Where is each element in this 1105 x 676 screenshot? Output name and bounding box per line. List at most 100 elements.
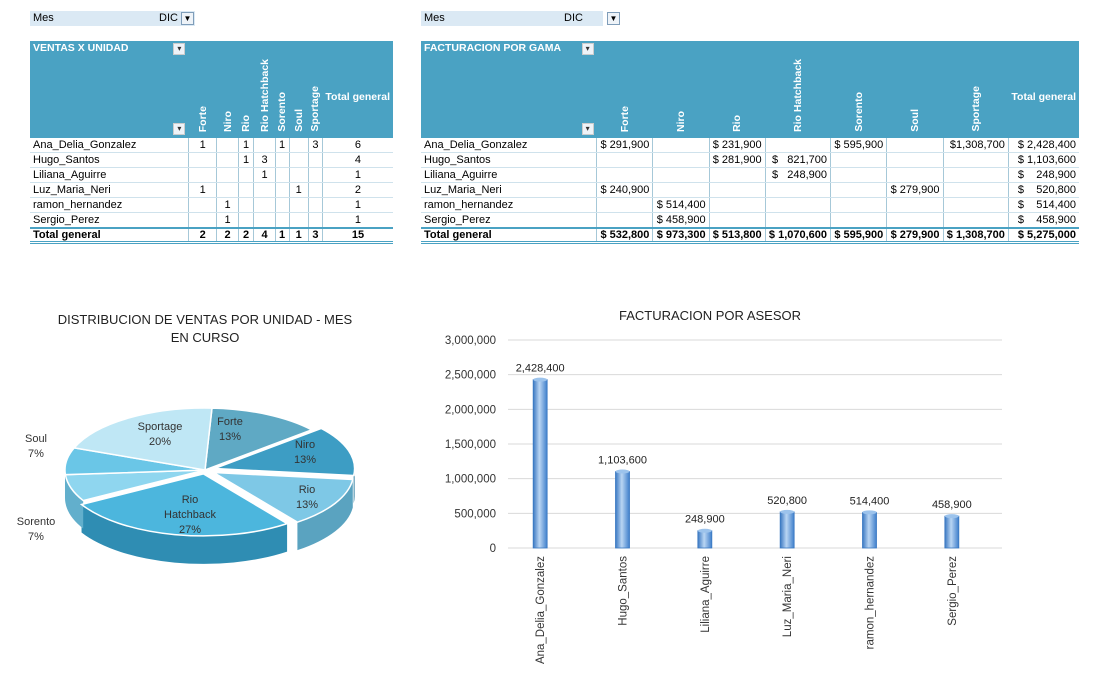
table-row: Liliana_Aguirre $ 248,900 $ 248,900 — [421, 167, 1079, 184]
bar — [615, 471, 630, 549]
sort-button[interactable]: ▾ — [173, 42, 186, 55]
y-tick-label: 2,500,000 — [445, 370, 496, 382]
value-cell — [764, 182, 831, 199]
units-pivot-table: VENTAS X UNIDAD ▾ ▾ Forte Niro Rio Rio Hatc… — [30, 41, 393, 245]
value-cell — [274, 212, 290, 229]
pie-slice-forte — [204, 407, 314, 472]
bar — [944, 515, 960, 549]
pie-slice-label: 7% — [28, 448, 44, 460]
column-header-label: Sportage — [969, 86, 982, 132]
value-cell — [187, 167, 217, 184]
y-tick-label: 3,000,000 — [445, 335, 496, 347]
value-cell: $ 595,900 — [830, 137, 887, 154]
table-row: Luz_Maria_Neri 1 1 2 — [30, 182, 393, 199]
row-total-cell: 4 — [321, 152, 393, 169]
column-header-label: Rio — [240, 115, 253, 132]
column-header: Niro — [216, 56, 239, 138]
value-cell: $ 248,900 — [764, 167, 831, 184]
value-cell — [652, 167, 710, 184]
value-cell — [830, 212, 887, 229]
column-header-label: Forte — [618, 105, 631, 132]
pie-slice-side — [81, 504, 288, 564]
column-header-label: Sorento — [276, 92, 289, 132]
row-label: Ana_Delia_Gonzalez — [30, 137, 189, 154]
value-cell: 1 — [288, 226, 309, 245]
row-label-header: ▾ — [421, 56, 597, 138]
bar-value-label: 520,800 — [767, 495, 807, 507]
value-cell — [307, 197, 323, 214]
header-spacer — [596, 41, 1079, 56]
column-header-label: Soul — [292, 109, 305, 132]
value-cell — [830, 167, 887, 184]
row-total-cell: 1 — [321, 167, 393, 184]
value-cell — [942, 212, 1009, 229]
value-cell — [253, 212, 276, 229]
value-cell: $ 279,900 — [886, 182, 944, 199]
value-cell — [830, 182, 887, 199]
x-tick-label: Ana_Delia_Gonzalez — [535, 556, 547, 664]
value-cell: $ 240,900 — [596, 182, 653, 199]
row-total-cell: 2 — [321, 182, 393, 199]
column-header-label: Sportage — [309, 86, 322, 132]
value-cell — [830, 197, 887, 214]
bar — [862, 511, 877, 549]
bar-chart-title: FACTURACION POR ASESOR — [618, 308, 802, 323]
value-cell — [288, 152, 309, 169]
value-cell — [237, 212, 254, 229]
value-cell — [253, 197, 276, 214]
filter-dropdown-button[interactable]: ▼ — [181, 12, 194, 25]
value-cell — [708, 167, 766, 184]
column-header: Rio Hatchback — [253, 56, 276, 138]
value-cell — [886, 152, 944, 169]
value-cell — [216, 137, 239, 154]
sort-button[interactable]: ▾ — [581, 42, 594, 55]
value-cell: $ 1,308,700 — [942, 226, 1009, 245]
row-label: Total general — [421, 226, 597, 245]
row-label-header: ▾ — [30, 56, 189, 138]
value-cell — [187, 152, 217, 169]
value-cell — [886, 137, 944, 154]
value-cell — [596, 212, 653, 229]
row-total-cell: 1 — [321, 212, 393, 229]
value-cell: 1 — [274, 226, 290, 245]
pie-slice-label: 13% — [294, 454, 316, 466]
value-cell: 2 — [216, 226, 239, 245]
total-column-header: Total general — [1008, 56, 1079, 138]
value-cell — [288, 212, 309, 229]
value-cell — [187, 212, 217, 229]
value-cell: 1 — [187, 137, 217, 154]
pie-slice-rio-hatchback — [79, 473, 289, 537]
pie-slice-rio — [213, 471, 354, 523]
pie-slice-label: Rio — [182, 494, 199, 506]
pie-slice-label: 13% — [219, 431, 241, 443]
value-cell: 1 — [216, 212, 239, 229]
month-filter-left: Mes DIC ▼ — [30, 11, 195, 26]
value-cell: $ 532,800 — [596, 226, 653, 245]
value-cell — [596, 152, 653, 169]
value-cell: $ 291,900 — [596, 137, 653, 154]
row-label: Total general — [30, 226, 189, 245]
pie-slice-label: Sportage — [138, 421, 183, 433]
bar-value-label: 514,400 — [850, 495, 890, 507]
value-cell — [708, 212, 766, 229]
value-cell: 1 — [237, 137, 254, 154]
value-cell: 4 — [253, 226, 276, 245]
y-tick-label: 1,000,000 — [445, 474, 496, 486]
row-filter-button[interactable]: ▾ — [173, 122, 186, 135]
value-cell: 1 — [274, 137, 290, 154]
filter-dropdown-button[interactable]: ▼ — [607, 12, 620, 25]
x-tick-label: Liliana_Aguirre — [700, 556, 712, 633]
value-cell — [274, 182, 290, 199]
pie-slice-label: Soul — [25, 433, 47, 445]
row-filter-button[interactable]: ▾ — [581, 122, 594, 135]
column-header: Rio — [238, 56, 254, 138]
value-cell: 1 — [216, 197, 239, 214]
column-header: Forte — [188, 56, 217, 138]
value-cell — [307, 152, 323, 169]
table-row: ramon_hernandez $ 514,400 $ 514,400 — [421, 197, 1079, 214]
row-total-cell: $ 2,428,400 — [1007, 137, 1079, 154]
bar-cap — [862, 510, 877, 515]
value-cell — [187, 197, 217, 214]
value-cell: 1 — [187, 182, 217, 199]
value-cell — [764, 212, 831, 229]
